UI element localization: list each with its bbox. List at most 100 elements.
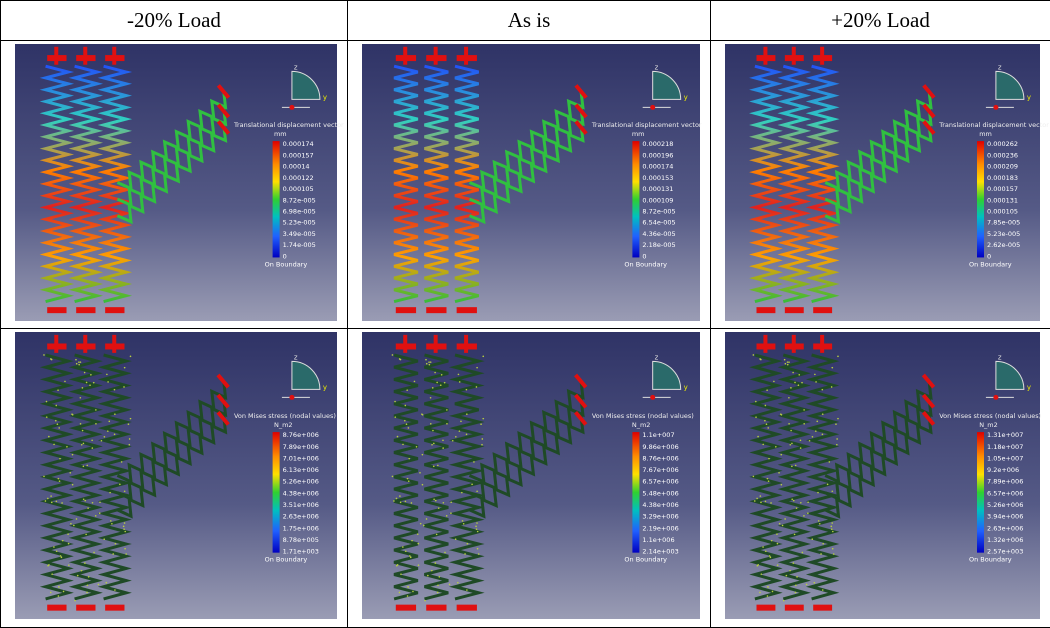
end-cap bbox=[403, 335, 407, 353]
cell: zyTranslational displacement vectormm0.0… bbox=[348, 41, 711, 329]
speckle bbox=[788, 423, 790, 425]
end-cap bbox=[76, 605, 95, 611]
end-cap bbox=[757, 307, 776, 313]
legend-value: 6.54e-005 bbox=[642, 219, 675, 227]
speckle bbox=[482, 439, 484, 441]
speckle bbox=[767, 587, 769, 589]
speckle bbox=[408, 481, 410, 483]
speckle bbox=[480, 424, 482, 426]
speckle bbox=[790, 388, 792, 390]
speckle bbox=[95, 516, 97, 518]
speckle bbox=[444, 382, 446, 384]
speckle bbox=[477, 531, 479, 533]
speckle bbox=[430, 362, 432, 364]
speckle bbox=[760, 502, 762, 504]
speckle bbox=[476, 491, 478, 493]
legend-unit: N_m2 bbox=[632, 422, 651, 430]
legend-value: 3.94e+006 bbox=[987, 513, 1023, 521]
speckle bbox=[422, 484, 424, 486]
speckle bbox=[450, 502, 452, 504]
end-cap bbox=[792, 335, 796, 353]
speckle bbox=[837, 356, 839, 358]
speckle bbox=[55, 420, 57, 422]
end-cap bbox=[757, 605, 776, 611]
speckle bbox=[43, 476, 45, 478]
legend-value: 0.000218 bbox=[642, 140, 673, 148]
speckle bbox=[452, 440, 454, 442]
legend-title: Von Mises stress (nodal values) bbox=[592, 413, 694, 421]
speckle bbox=[399, 496, 401, 498]
speckle bbox=[46, 401, 48, 403]
legend-unit: N_m2 bbox=[979, 422, 998, 430]
speckle bbox=[836, 444, 838, 446]
speckle bbox=[57, 390, 59, 392]
legend-value: 0.000122 bbox=[283, 174, 314, 182]
legend-title: Von Mises stress (nodal values) bbox=[234, 413, 336, 421]
speckle bbox=[466, 389, 468, 391]
speckle bbox=[405, 551, 407, 553]
results-table: -20% Load As is +20% Load zyTranslationa… bbox=[0, 0, 1050, 628]
end-cap bbox=[83, 47, 87, 65]
speckle bbox=[420, 523, 422, 525]
legend-value: 7.89e+006 bbox=[283, 443, 319, 451]
speckle bbox=[67, 534, 69, 536]
legend-value: 0.000262 bbox=[987, 140, 1018, 148]
axis-label: z bbox=[655, 354, 659, 362]
legend-value: 0.000183 bbox=[987, 174, 1018, 182]
speckle bbox=[68, 543, 70, 545]
speckle bbox=[396, 498, 398, 500]
speckle bbox=[790, 430, 792, 432]
speckle bbox=[809, 440, 811, 442]
legend-value: 8.76e+006 bbox=[283, 432, 319, 440]
speckle bbox=[831, 491, 833, 493]
legend-value: 0.000209 bbox=[987, 163, 1018, 171]
speckle bbox=[106, 374, 108, 376]
speckle bbox=[106, 582, 108, 584]
speckle bbox=[753, 476, 755, 478]
speckle bbox=[57, 424, 59, 426]
speckle bbox=[462, 521, 464, 523]
legend-value: 2.63e+006 bbox=[283, 513, 319, 521]
legend-value: 7.01e+006 bbox=[283, 455, 319, 463]
speckle bbox=[476, 387, 478, 389]
speckle bbox=[78, 364, 80, 366]
speckle bbox=[99, 502, 101, 504]
legend-value: 1.1e+006 bbox=[642, 536, 674, 544]
speckle bbox=[443, 502, 445, 504]
speckle bbox=[50, 496, 52, 498]
legend-value: 3.29e+006 bbox=[642, 513, 678, 521]
speckle bbox=[124, 523, 126, 525]
speckle bbox=[777, 543, 779, 545]
legend-value: 1.31e+007 bbox=[987, 432, 1023, 440]
axis-label: y bbox=[323, 384, 327, 392]
speckle bbox=[130, 356, 132, 358]
axis-label: y bbox=[1027, 93, 1031, 101]
speckle bbox=[80, 423, 82, 425]
speckle bbox=[399, 359, 401, 361]
speckle bbox=[439, 577, 441, 579]
speckle bbox=[53, 547, 55, 549]
speckle bbox=[466, 414, 468, 416]
speckle bbox=[408, 428, 410, 430]
speckle bbox=[446, 410, 448, 412]
speckle bbox=[45, 501, 47, 503]
axis-label: y bbox=[323, 93, 327, 101]
legend-value: 5.23e-005 bbox=[283, 219, 316, 227]
speckle bbox=[787, 364, 789, 366]
speckle bbox=[392, 476, 394, 478]
speckle bbox=[86, 465, 88, 467]
speckle bbox=[396, 565, 398, 567]
speckle bbox=[778, 472, 780, 474]
panel: zyTranslational displacement vectormm0.0… bbox=[711, 41, 1050, 328]
speckle bbox=[449, 584, 451, 586]
legend-value: 0.000174 bbox=[283, 140, 314, 148]
end-cap bbox=[105, 307, 124, 313]
speckle bbox=[442, 440, 444, 442]
speckle bbox=[476, 367, 478, 369]
speckle bbox=[460, 421, 462, 423]
speckle bbox=[124, 367, 126, 369]
speckle bbox=[831, 387, 833, 389]
speckle bbox=[104, 436, 106, 438]
speckle bbox=[467, 543, 469, 545]
